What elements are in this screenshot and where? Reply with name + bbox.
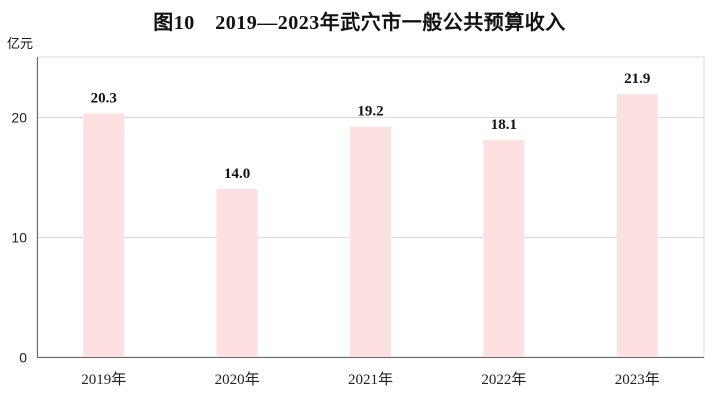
y-tick-label: 0 [19, 350, 27, 366]
bar [216, 189, 258, 357]
data-label: 19.2 [357, 104, 383, 120]
data-label: 14.0 [224, 166, 250, 182]
x-tick-label: 2019年 [81, 371, 126, 388]
x-tick-label: 2021年 [348, 371, 393, 388]
x-tick-label: 2020年 [215, 371, 260, 388]
y-axis-unit-label: 亿元 [7, 37, 34, 52]
x-tick-label: 2022年 [481, 371, 526, 388]
y-tick-label: 20 [11, 110, 27, 126]
bar [616, 94, 658, 357]
bar [483, 139, 525, 357]
data-label: 21.9 [624, 71, 650, 87]
chart-title: 图10 2019—2023年武穴市一般公共预算收入 [153, 12, 566, 34]
x-tick-label: 2023年 [615, 371, 660, 388]
data-label: 20.3 [91, 90, 117, 106]
y-tick-label: 10 [11, 230, 27, 246]
bar [350, 126, 391, 357]
data-label: 18.1 [491, 117, 517, 133]
bar [83, 113, 125, 358]
